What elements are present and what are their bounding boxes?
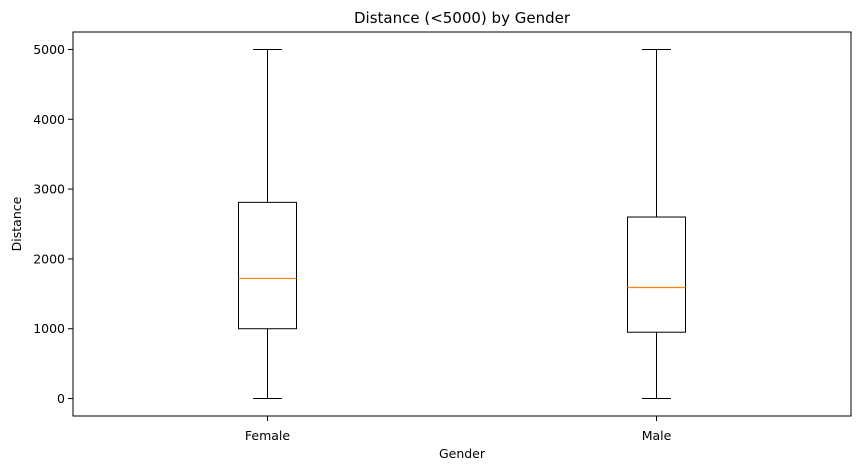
iqr-box: [627, 216, 686, 333]
box-male: [627, 48, 686, 400]
y-tick-label: 0: [57, 391, 65, 406]
x-tick-label: Female: [245, 428, 291, 443]
chart-title: Distance (<5000) by Gender: [354, 9, 571, 27]
y-tick-label: 3000: [33, 182, 65, 197]
plot-area-frame: [72, 31, 852, 417]
y-axis-label: Distance: [9, 196, 24, 251]
iqr-box: [238, 201, 297, 330]
y-tick-label: 2000: [33, 251, 65, 266]
y-axis: 0 1000 2000 3000 4000 5000: [33, 42, 73, 406]
y-tick-label: 5000: [33, 42, 65, 57]
y-tick-label: 4000: [33, 112, 65, 127]
x-tick-label: Male: [642, 428, 672, 443]
x-axis: Female Male: [245, 416, 672, 443]
x-axis-label: Gender: [439, 446, 486, 461]
box-series: [238, 48, 686, 400]
y-tick-label: 1000: [33, 321, 65, 336]
box-female: [238, 48, 297, 400]
